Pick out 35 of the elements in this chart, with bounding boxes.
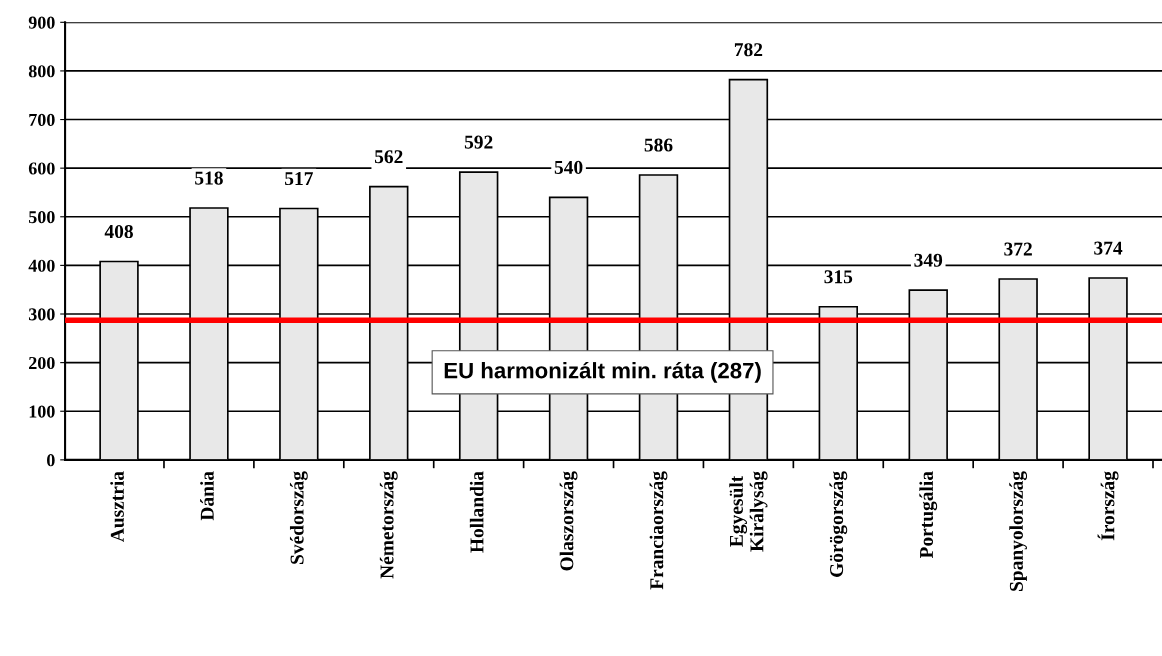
y-tick-label: 800: [28, 65, 55, 78]
y-tick-label: 500: [28, 211, 55, 224]
y-tick-label: 600: [28, 162, 55, 175]
x-tick-label: Svédország: [289, 471, 308, 564]
x-tick-label: Írország: [1097, 471, 1119, 541]
y-tick-label: 700: [29, 113, 55, 126]
data-label: 315: [824, 270, 853, 284]
data-label: 408: [104, 224, 133, 239]
data-label: 586: [644, 138, 673, 152]
x-tick-label: Franciaország: [649, 471, 668, 590]
data-label: 517: [285, 172, 313, 186]
x-tick-label: Hollandia: [469, 471, 484, 553]
x-tick-label: Portugália: [919, 471, 938, 559]
data-label: 374: [1094, 241, 1123, 255]
data-label: 562: [374, 150, 403, 164]
x-tick-label: Olaszország: [559, 471, 578, 571]
y-tick-label: 400: [28, 259, 55, 272]
x-tick-label: Németország: [379, 471, 398, 579]
x-tick-label: Egyesült Királyság: [729, 471, 768, 552]
y-tick-label: 100: [29, 405, 55, 418]
x-tick-label: Dánia: [200, 471, 214, 521]
x-tick-label: Spanyolország: [1009, 471, 1028, 591]
data-label: 518: [195, 171, 223, 185]
data-label: 372: [1004, 242, 1032, 256]
y-tick-label: 900: [28, 16, 55, 29]
data-label: 540: [554, 160, 583, 174]
y-tick-label: 300: [28, 308, 55, 321]
x-tick-label: Görögország: [829, 471, 848, 577]
y-tick-label: 200: [29, 356, 55, 370]
x-tick-label: Ausztria: [110, 471, 124, 543]
y-tick-label: 0: [47, 454, 55, 467]
data-label: 782: [734, 43, 763, 57]
data-label: 592: [464, 135, 493, 149]
data-label: 349: [914, 253, 943, 267]
ref-line-label: EU harmonizált min. ráta (287): [444, 361, 761, 383]
